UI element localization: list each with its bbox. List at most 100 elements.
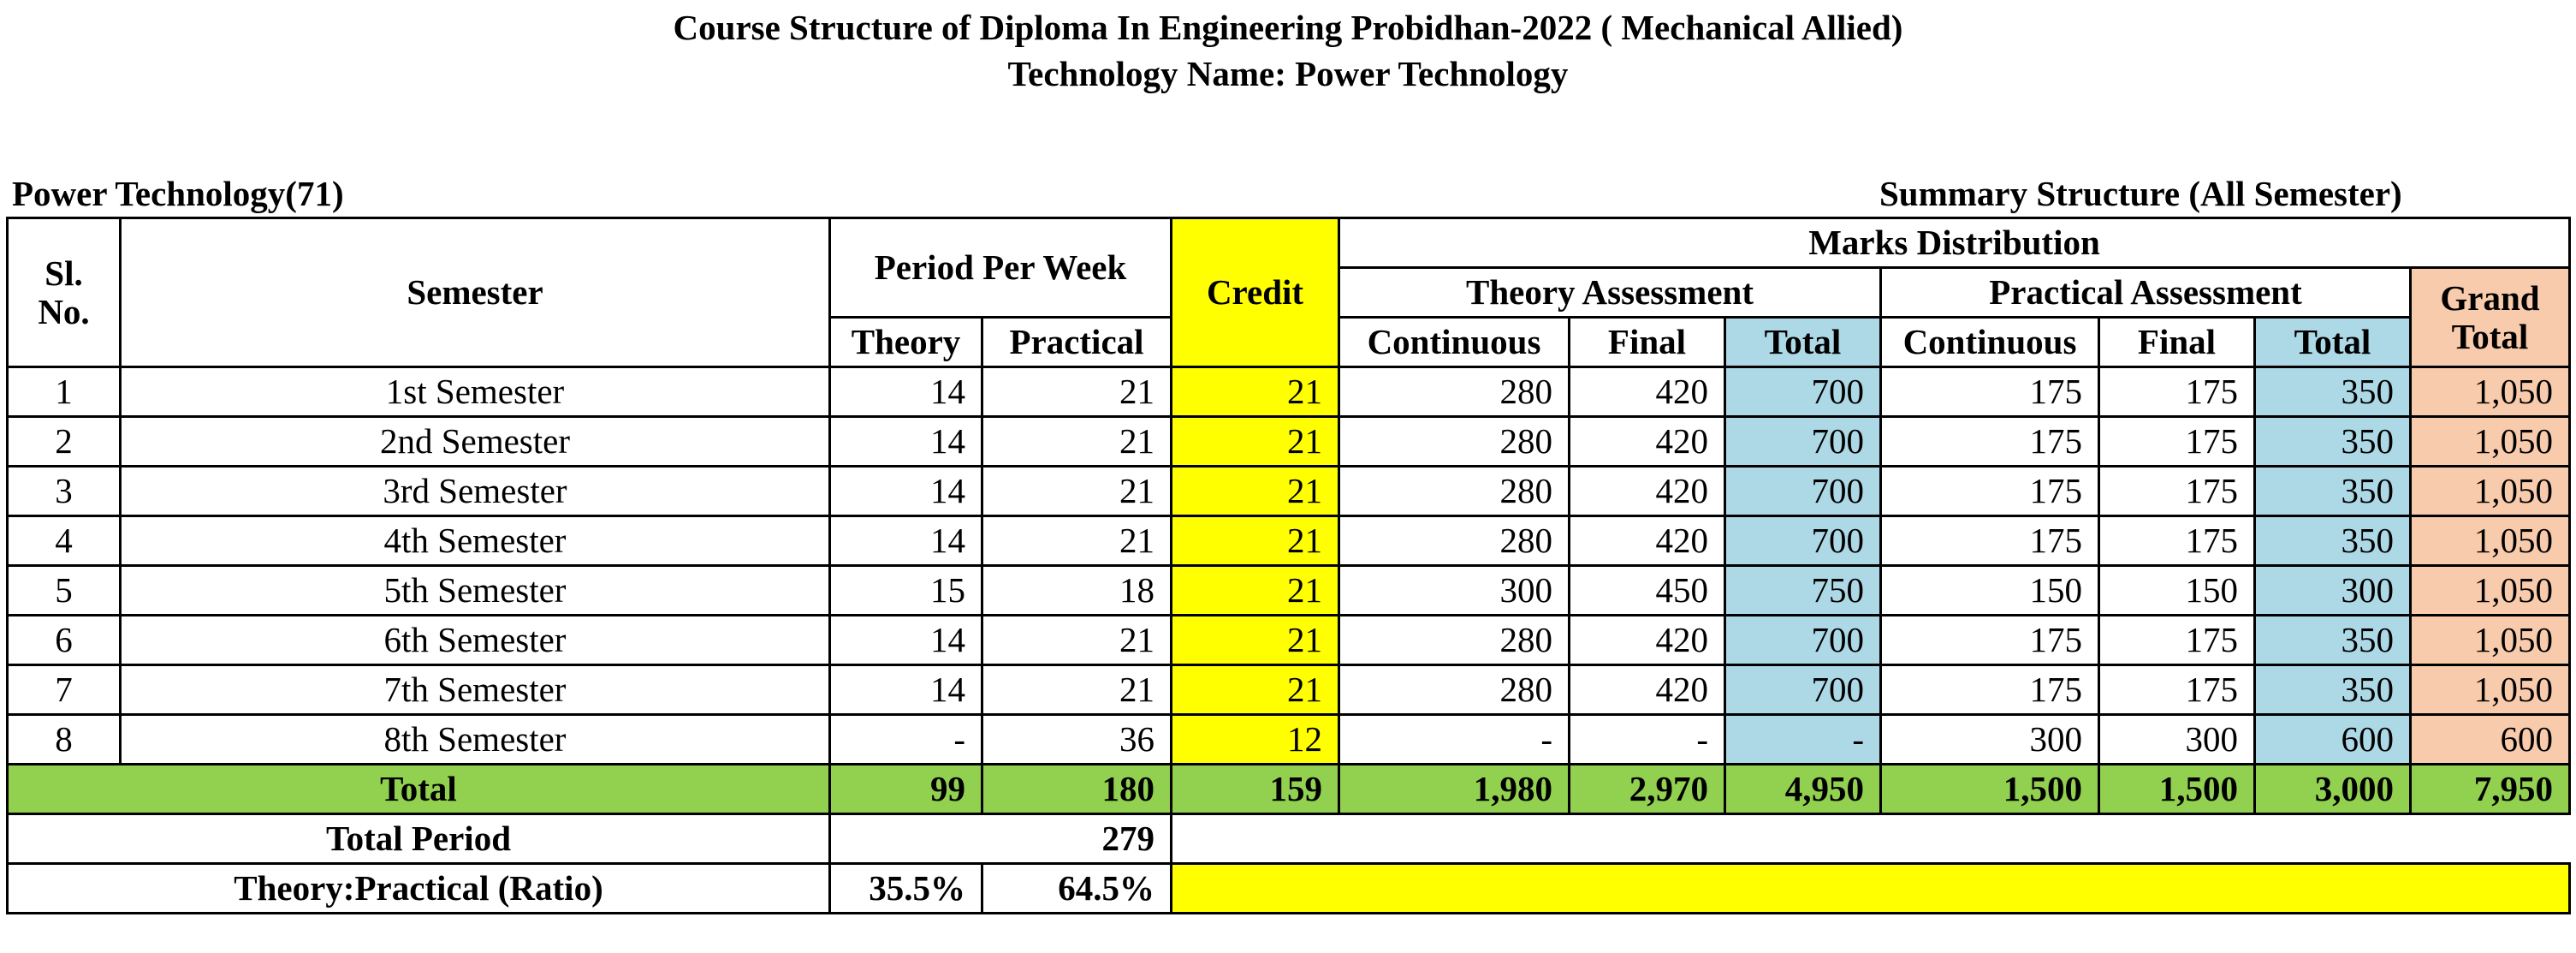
header-period-practical: Practical — [981, 316, 1172, 368]
cell-theory: 15 — [828, 564, 983, 616]
total-theory-final: 2,970 — [1568, 763, 1726, 815]
table-row: 1 1st Semester 14 21 21 280 420 700 175 … — [6, 366, 2571, 418]
cell-practical: 36 — [981, 713, 1172, 765]
header-theory-assessment: Theory Assessment — [1338, 266, 1882, 319]
total-period-label: Total Period — [6, 813, 831, 865]
ratio-label: Theory:Practical (Ratio) — [6, 862, 831, 914]
cell-practical-final: 175 — [2098, 415, 2256, 468]
cell-practical-final: 175 — [2098, 515, 2256, 567]
cell-practical-final: 175 — [2098, 614, 2256, 666]
ratio-theory: 35.5% — [828, 862, 983, 914]
cell-sl: 5 — [6, 564, 122, 616]
header-practical-total: Total — [2253, 316, 2412, 368]
cell-practical-final: 175 — [2098, 465, 2256, 517]
cell-practical: 21 — [981, 415, 1172, 468]
total-credit: 159 — [1170, 763, 1340, 815]
cell-theory-continuous: 280 — [1338, 664, 1570, 716]
cell-practical-total: 350 — [2253, 614, 2412, 666]
header-grand-total: Grand Total — [2409, 266, 2571, 368]
cell-theory: 14 — [828, 614, 983, 666]
table-row: 7 7th Semester 14 21 21 280 420 700 175 … — [6, 664, 2571, 716]
cell-sl: 3 — [6, 465, 122, 517]
table-row: 4 4th Semester 14 21 21 280 420 700 175 … — [6, 515, 2571, 567]
cell-semester: 1st Semester — [119, 366, 831, 418]
cell-sl: 8 — [6, 713, 122, 765]
cell-practical-continuous: 175 — [1879, 515, 2100, 567]
cell-theory-continuous: 280 — [1338, 415, 1570, 468]
header-period-per-week: Period Per Week — [828, 217, 1172, 319]
header-row-2: Theory Assessment Practical Assessment G… — [8, 266, 2571, 368]
cell-practical: 21 — [981, 366, 1172, 418]
cell-theory-final: 420 — [1568, 614, 1726, 666]
totals-label: Total — [6, 763, 831, 815]
cell-theory-total: 700 — [1724, 515, 1882, 567]
cell-credit: 21 — [1170, 664, 1340, 716]
cell-theory: 14 — [828, 515, 983, 567]
totals-row: Total 99 180 159 1,980 2,970 4,950 1,500… — [6, 763, 2571, 815]
cell-semester: 8th Semester — [119, 713, 831, 765]
cell-theory-total: 700 — [1724, 664, 1882, 716]
cell-theory: 14 — [828, 664, 983, 716]
header-practical-final: Final — [2098, 316, 2256, 368]
table-row: 8 8th Semester - 36 12 - - - 300 300 600… — [6, 713, 2571, 765]
header-theory-total: Total — [1724, 316, 1882, 368]
cell-practical-total: 350 — [2253, 664, 2412, 716]
cell-practical-final: 300 — [2098, 713, 2256, 765]
cell-theory-total: 700 — [1724, 366, 1882, 418]
cell-practical: 21 — [981, 515, 1172, 567]
cell-theory-continuous: 300 — [1338, 564, 1570, 616]
total-period-value: 279 — [828, 813, 1172, 865]
cell-theory-continuous: 280 — [1338, 366, 1570, 418]
course-structure-table: Sl. No. Semester Period Per Week Credit … — [6, 217, 2571, 914]
header-sl-no: Sl. No. — [6, 217, 122, 368]
table-row: 6 6th Semester 14 21 21 280 420 700 175 … — [6, 614, 2571, 666]
ratio-practical: 64.5% — [981, 862, 1172, 914]
cell-grand-total: 1,050 — [2409, 614, 2571, 666]
cell-grand-total: 1,050 — [2409, 564, 2571, 616]
cell-semester: 5th Semester — [119, 564, 831, 616]
cell-practical-continuous: 175 — [1879, 614, 2100, 666]
header-practical-continuous: Continuous — [1879, 316, 2100, 368]
summary-structure-label: Summary Structure (All Semester) — [1879, 174, 2402, 213]
cell-semester: 4th Semester — [119, 515, 831, 567]
header-period-theory: Theory — [828, 316, 983, 368]
technology-code-label: Power Technology(71) — [12, 174, 344, 213]
total-practical-continuous: 1,500 — [1879, 763, 2100, 815]
cell-credit: 12 — [1170, 713, 1340, 765]
cell-practical-continuous: 300 — [1879, 713, 2100, 765]
table-row: 2 2nd Semester 14 21 21 280 420 700 175 … — [6, 415, 2571, 468]
blank-area — [1172, 814, 2570, 864]
cell-grand-total: 600 — [2409, 713, 2571, 765]
header-theory-final: Final — [1568, 316, 1726, 368]
header-theory-continuous: Continuous — [1338, 316, 1570, 368]
table-row: 3 3rd Semester 14 21 21 280 420 700 175 … — [6, 465, 2571, 517]
cell-theory-total: 750 — [1724, 564, 1882, 616]
cell-grand-total: 1,050 — [2409, 515, 2571, 567]
cell-practical-total: 350 — [2253, 415, 2412, 468]
cell-practical-total: 350 — [2253, 366, 2412, 418]
cell-practical-final: 175 — [2098, 664, 2256, 716]
cell-theory-final: 420 — [1568, 366, 1726, 418]
header-row-3: Theory Practical Continuous Final Total … — [8, 316, 2570, 368]
cell-semester: 2nd Semester — [119, 415, 831, 468]
cell-theory-total: 700 — [1724, 614, 1882, 666]
cell-theory-total: - — [1724, 713, 1882, 765]
cell-grand-total: 1,050 — [2409, 415, 2571, 468]
cell-credit: 21 — [1170, 515, 1340, 567]
cell-practical-total: 600 — [2253, 713, 2412, 765]
cell-credit: 21 — [1170, 465, 1340, 517]
total-period-row: Total Period 279 — [6, 813, 2570, 865]
ratio-highlight-bar — [1170, 862, 2571, 914]
cell-theory: - — [828, 713, 983, 765]
cell-theory-final: 420 — [1568, 465, 1726, 517]
cell-practical: 21 — [981, 465, 1172, 517]
cell-theory-continuous: 280 — [1338, 614, 1570, 666]
cell-practical-continuous: 175 — [1879, 366, 2100, 418]
cell-theory-continuous: - — [1338, 713, 1570, 765]
cell-credit: 21 — [1170, 366, 1340, 418]
total-practical: 180 — [981, 763, 1172, 815]
total-theory-total: 4,950 — [1724, 763, 1882, 815]
cell-sl: 1 — [6, 366, 122, 418]
cell-theory-final: 450 — [1568, 564, 1726, 616]
cell-theory-final: 420 — [1568, 515, 1726, 567]
